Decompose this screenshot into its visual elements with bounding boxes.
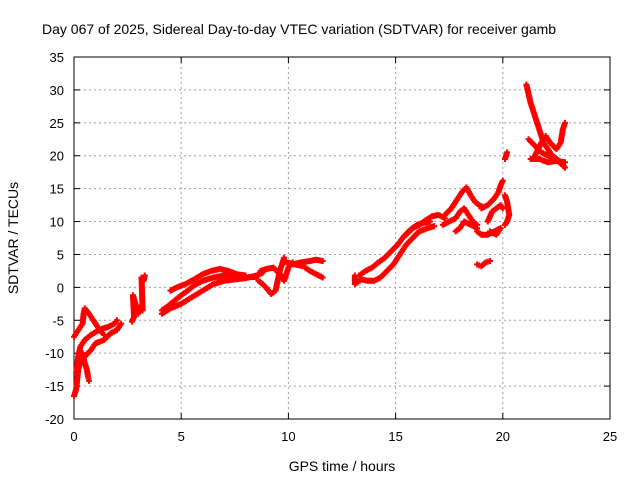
series-arc-8: [167, 265, 249, 294]
data-point: [486, 228, 493, 235]
y-tick-label: 0: [57, 280, 64, 295]
series-arc-17: [439, 205, 481, 228]
data-point: [242, 272, 249, 279]
x-tick-label: 10: [281, 429, 295, 444]
series-arc-19: [474, 225, 504, 238]
y-tick-label: -5: [52, 313, 64, 328]
series-arc-9: [255, 254, 288, 297]
y-tick-label: 25: [50, 116, 64, 131]
data-point: [281, 254, 288, 261]
data-points: [71, 81, 568, 399]
x-tick-label: 0: [70, 429, 77, 444]
data-point: [486, 258, 493, 265]
data-point: [141, 272, 148, 279]
series-arc-20: [474, 258, 493, 270]
y-tick-label: -20: [45, 412, 64, 427]
series-arc-4: [81, 320, 125, 360]
data-point: [319, 258, 326, 265]
y-tick-label: -15: [45, 379, 64, 394]
series-arc-7: [158, 269, 266, 317]
series-arc-14: [356, 218, 433, 279]
data-point: [86, 377, 93, 384]
data-point: [113, 317, 120, 324]
x-tick-label: 5: [178, 429, 185, 444]
series-arc-22: [484, 202, 506, 225]
y-tick-label: 10: [50, 215, 64, 230]
y-tick-label: 15: [50, 182, 64, 197]
y-tick-label: 35: [50, 50, 64, 65]
y-tick-label: 30: [50, 83, 64, 98]
data-point: [118, 320, 125, 327]
series-arc-24: [501, 149, 511, 163]
series-arc-5: [128, 272, 148, 325]
series-arc-12: [289, 256, 326, 268]
data-point: [431, 223, 438, 230]
series-arc-28: [527, 156, 568, 166]
series-arc-3: [71, 305, 108, 340]
y-tick-labels: -20 -15 -10 -5 0 5 10 15 20 25 30 35: [45, 50, 64, 427]
y-tick-label: -10: [45, 346, 64, 361]
series-arc-21: [478, 177, 506, 212]
x-tick-labels: 0 5 10 15 20 25: [70, 429, 617, 444]
x-tick-label: 15: [388, 429, 402, 444]
data-point: [561, 119, 568, 126]
series-arc-23: [501, 192, 513, 228]
chart-title: Day 067 of 2025, Sidereal Day-to-day VTE…: [42, 21, 556, 37]
series-arc-15: [403, 211, 448, 238]
plot-frame: [73, 56, 611, 420]
y-tick-label: 5: [57, 247, 64, 262]
data-point: [499, 177, 506, 184]
series-arc-27: [531, 119, 568, 159]
series-arc-16: [441, 184, 487, 218]
y-axis-label: SDTVAR / TECUs: [5, 182, 21, 294]
series-arc-18: [452, 218, 481, 235]
series-arc-13: [351, 223, 438, 288]
data-point: [504, 149, 511, 156]
data-point: [499, 205, 506, 212]
axis-ticks: [73, 56, 611, 420]
grid-lines: [74, 57, 610, 419]
series-arc-2: [73, 317, 120, 376]
data-point: [319, 274, 326, 281]
data-point: [561, 164, 568, 171]
y-tick-label: 20: [50, 149, 64, 164]
data-point: [501, 221, 508, 228]
x-axis-label: GPS time / hours: [289, 458, 396, 474]
x-tick-label: 20: [496, 429, 510, 444]
data-point: [561, 159, 568, 166]
x-tick-label: 25: [603, 429, 617, 444]
